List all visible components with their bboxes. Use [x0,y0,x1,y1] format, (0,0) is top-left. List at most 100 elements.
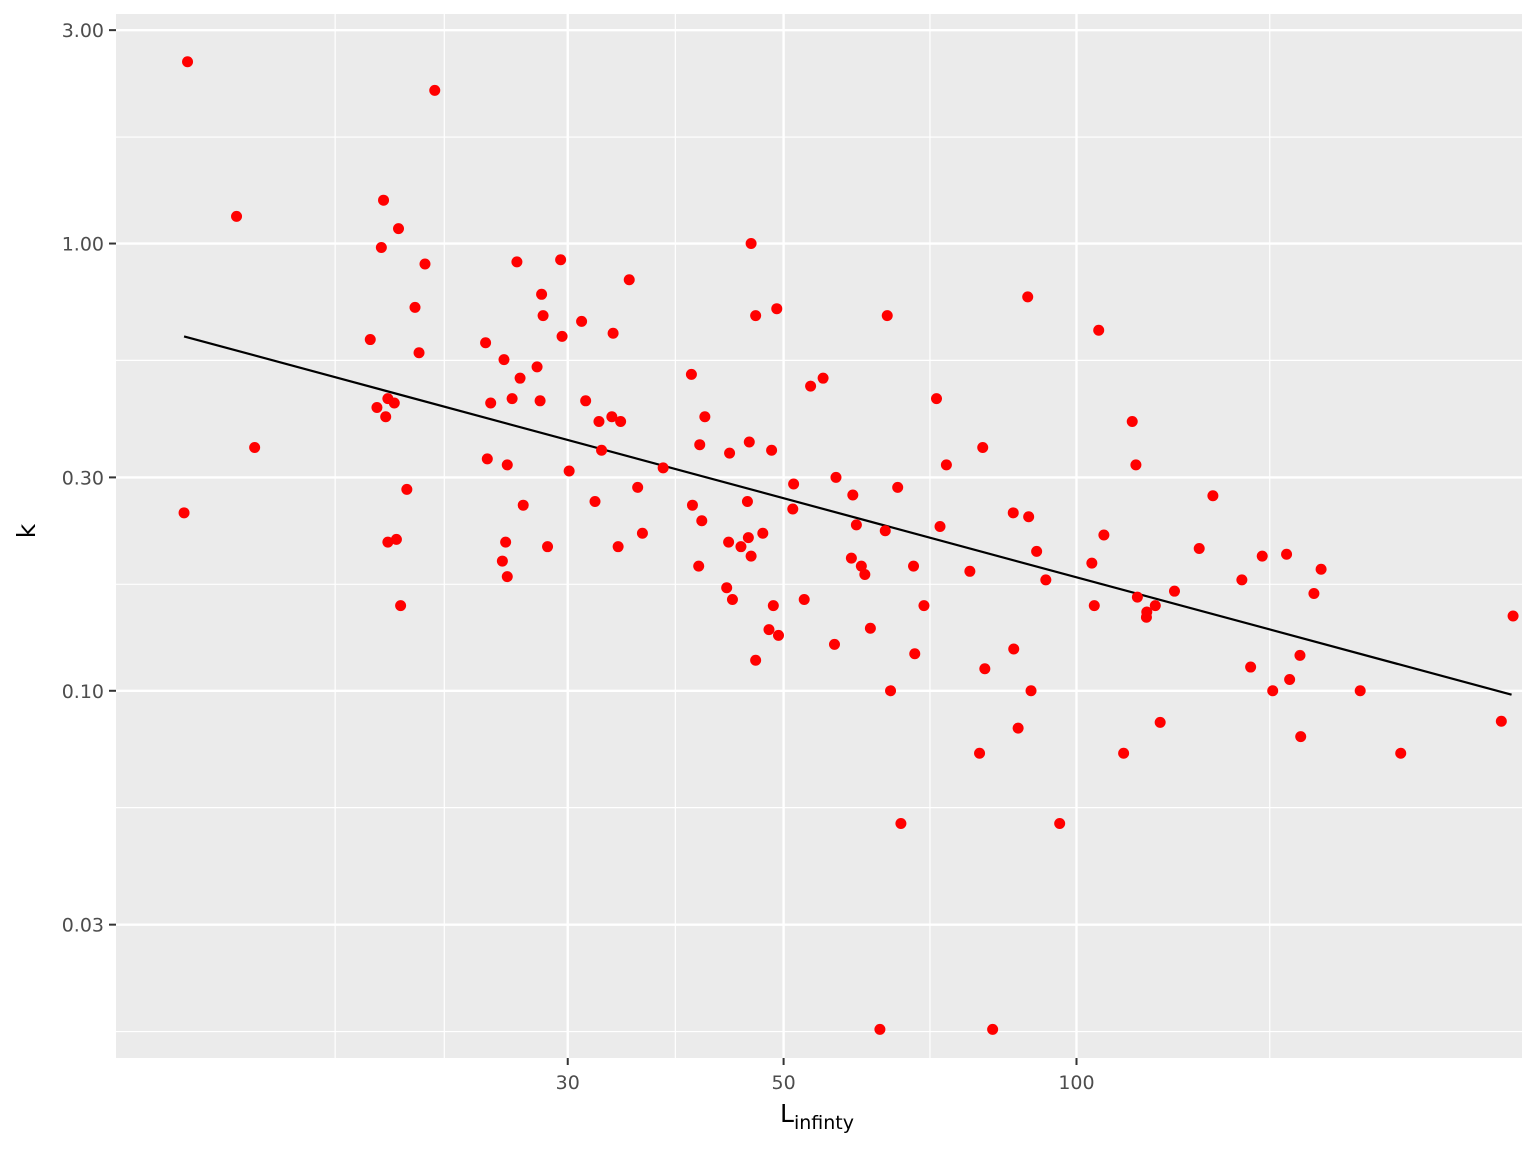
data-point [874,1023,886,1035]
data-point [1093,324,1105,336]
data-point [1295,731,1307,743]
data-point [723,536,735,548]
data-points [178,56,1519,1035]
data-point [1256,550,1268,562]
data-point [1245,661,1257,673]
data-point [855,560,867,572]
data-point [500,536,512,548]
data-point [1495,715,1507,727]
data-point [657,462,669,474]
data-point [517,499,529,511]
data-point [506,393,518,405]
x-axis-title-main: L [780,1099,794,1128]
data-point [1207,490,1219,502]
data-point [1168,585,1180,597]
data-point [393,223,405,235]
data-point [419,258,431,270]
data-point [699,411,711,423]
data-point [1140,611,1152,623]
data-point [1054,817,1066,829]
data-point [249,441,261,453]
data-point [375,241,387,253]
y-axis-title: k [12,523,41,538]
data-point [964,565,976,577]
data-point [395,600,407,612]
data-point [987,1023,999,1035]
data-point [686,499,698,511]
data-point [382,536,394,548]
data-point [1267,685,1279,697]
data-point [534,395,546,407]
data-point [845,552,857,564]
data-point [743,436,755,448]
data-point [607,327,619,339]
data-point [380,411,392,423]
data-point [859,568,871,580]
data-point [766,444,778,456]
data-point [745,238,757,250]
data-point [636,527,648,539]
data-point [787,503,799,515]
data-point [1008,643,1020,655]
data-point [741,495,753,507]
data-point [735,541,747,553]
data-point [892,481,904,493]
data-point [429,84,441,96]
data-point [496,555,508,567]
data-point [918,600,930,612]
data-point [1294,649,1306,661]
data-point [1118,747,1130,759]
data-point [409,301,421,313]
data-point [480,337,492,349]
data-point [589,495,601,507]
data-point [767,600,779,612]
data-point [371,401,383,413]
data-point [694,439,706,451]
data-point [364,334,376,346]
data-point [606,411,618,423]
data-point [1130,459,1142,471]
data-point [555,254,567,266]
data-point [693,560,705,572]
data-point [1281,548,1293,560]
x-axis-title-subscript: infinty [794,1112,854,1134]
data-point [632,481,644,493]
y-axis: 0.03 0.10 0.30 1.00 3.00 [62,20,116,937]
data-point [1193,543,1205,555]
data-point [1007,507,1019,519]
data-point [498,354,510,366]
data-point [979,663,991,675]
data-point [1126,416,1138,428]
data-point [501,571,513,583]
data-point [623,274,635,286]
data-point [828,638,840,650]
regression-line [183,335,1512,696]
y-tick-label: 0.30 [62,467,104,489]
data-point [1315,563,1327,575]
data-point [542,541,554,553]
data-point [580,395,592,407]
x-axis-title: Linfinty [780,1099,854,1134]
data-point [721,582,733,594]
data-point [388,397,400,409]
data-point [563,465,575,477]
data-point [805,380,817,392]
data-point [771,303,783,315]
data-point [724,447,736,459]
data-point [974,747,986,759]
data-point [895,817,907,829]
data-point [481,453,493,465]
data-point [885,685,897,697]
data-point [763,624,775,636]
data-point [536,288,548,300]
data-point [726,594,738,605]
data-point [1098,529,1110,541]
data-point [1395,747,1407,759]
data-point [742,532,754,544]
data-point [864,622,876,634]
data-point [881,310,893,322]
data-point [830,471,842,483]
data-point [1284,673,1296,685]
data-point [1088,600,1100,612]
x-tick-label: 50 [771,1072,795,1094]
